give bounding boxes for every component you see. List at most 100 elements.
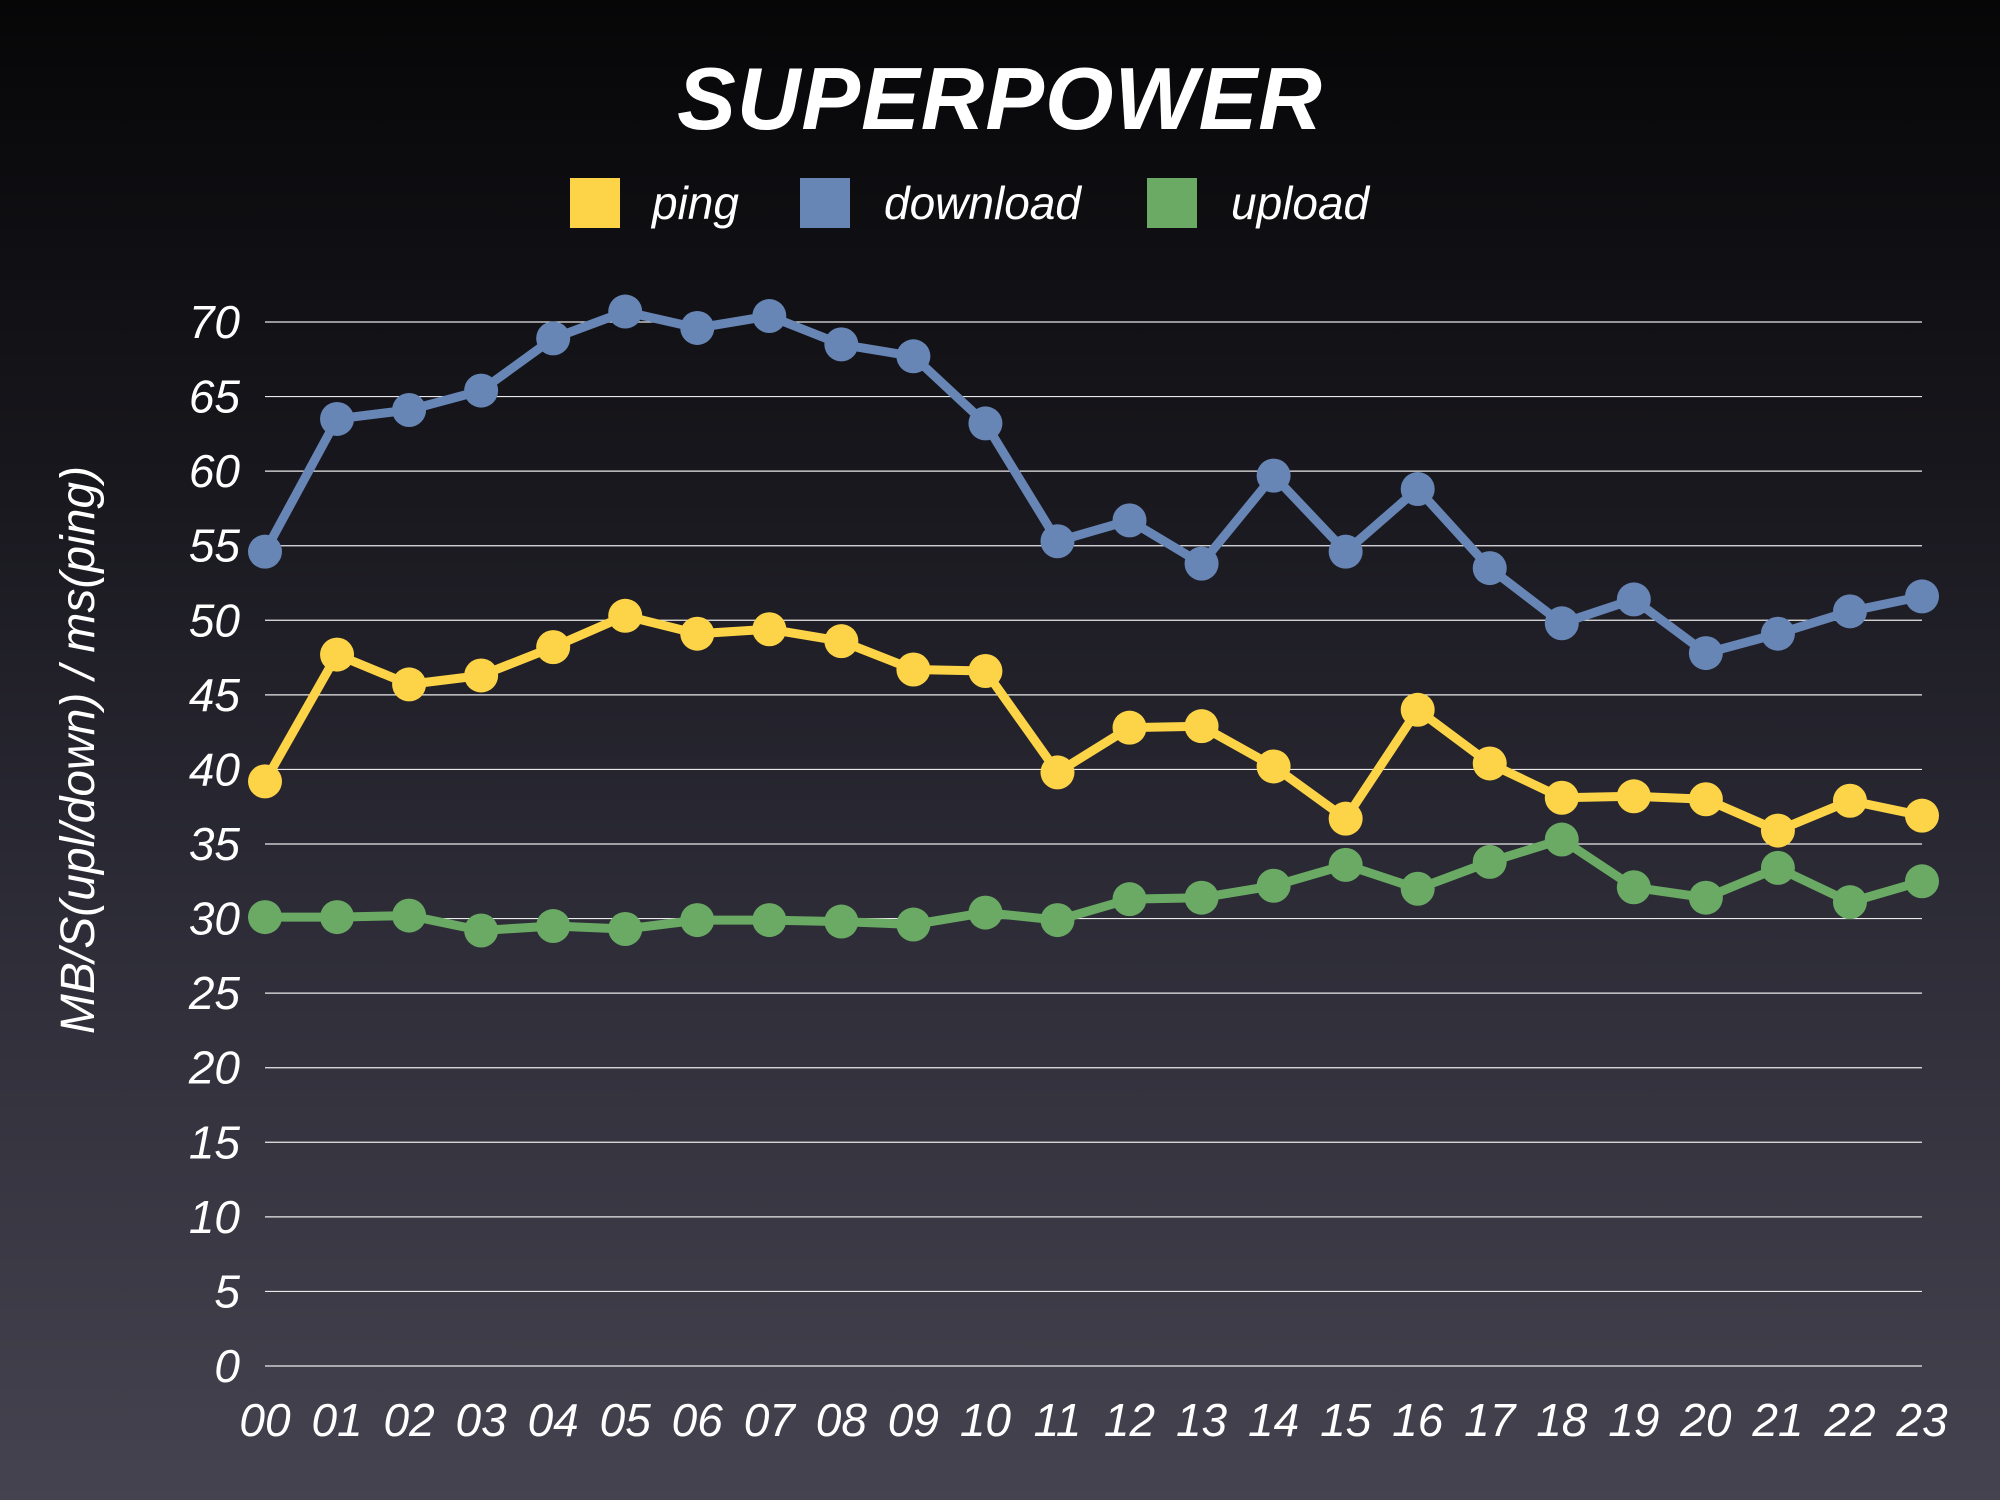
data-point-upload: [824, 904, 859, 939]
data-point-ping: [1616, 779, 1651, 814]
legend-label-ping: ping: [650, 177, 739, 229]
data-point-download: [1832, 594, 1867, 629]
data-point-ping: [1472, 746, 1507, 781]
data-point-download: [464, 373, 499, 408]
y-tick-label: 20: [188, 1042, 241, 1094]
data-point-upload: [1832, 885, 1867, 920]
data-point-ping: [1760, 813, 1795, 848]
data-point-ping: [1400, 692, 1435, 727]
data-point-upload: [1688, 880, 1723, 915]
y-axis-title: MB/S(upl/down) / ms(ping): [52, 466, 105, 1034]
data-point-download: [536, 321, 571, 356]
legend-swatch-download: [800, 178, 850, 228]
x-tick-label: 20: [1679, 1394, 1732, 1446]
y-tick-label: 30: [189, 893, 241, 945]
data-point-download: [1040, 524, 1075, 559]
x-tick-label: 05: [600, 1394, 652, 1446]
x-tick-label: 03: [456, 1394, 508, 1446]
data-point-ping: [680, 616, 715, 651]
data-point-upload: [1256, 868, 1291, 903]
x-tick-label: 07: [744, 1394, 797, 1446]
x-tick-label: 01: [311, 1394, 362, 1446]
data-point-ping: [320, 637, 355, 672]
x-axis-ticks: 00 01 02 03 04 05 06 07 08 09 10 11 12 13 14 15 16 17 18 19…: [239, 1394, 1948, 1446]
legend-label-upload: upload: [1231, 177, 1371, 229]
y-tick-label: 25: [188, 967, 241, 1019]
data-point-upload: [320, 900, 355, 935]
data-point-upload: [608, 912, 643, 947]
y-tick-label: 0: [214, 1340, 240, 1392]
data-point-download: [1688, 636, 1723, 671]
series-ping: [248, 598, 1939, 848]
x-tick-label: 02: [384, 1394, 435, 1446]
x-tick-label: 19: [1608, 1394, 1659, 1446]
legend-swatch-upload: [1147, 178, 1197, 228]
x-tick-label: 17: [1464, 1394, 1517, 1446]
series-upload: [248, 822, 1939, 948]
data-point-upload: [1905, 864, 1939, 899]
data-point-download: [1905, 579, 1939, 614]
x-tick-label: 10: [960, 1394, 1012, 1446]
x-tick-label: 06: [672, 1394, 724, 1446]
data-point-download: [1472, 551, 1507, 586]
data-point-ping: [1832, 783, 1867, 818]
x-tick-label: 14: [1248, 1394, 1299, 1446]
y-tick-label: 60: [189, 445, 241, 497]
data-point-download: [1328, 534, 1363, 569]
x-tick-label: 09: [888, 1394, 939, 1446]
series-group: [248, 294, 1939, 948]
data-point-upload: [1472, 844, 1507, 879]
data-point-upload: [1760, 850, 1795, 885]
data-point-upload: [536, 909, 571, 944]
legend: ping download upload: [570, 177, 1371, 229]
data-point-upload: [680, 903, 715, 938]
data-point-upload: [968, 895, 1003, 930]
data-point-upload: [896, 907, 931, 942]
data-point-ping: [896, 652, 931, 687]
data-point-upload: [1112, 882, 1147, 917]
legend-swatch-ping: [570, 178, 620, 228]
data-point-upload: [1544, 822, 1579, 857]
data-point-ping: [824, 624, 859, 659]
data-point-download: [608, 294, 643, 329]
data-point-upload: [1184, 880, 1219, 915]
data-point-upload: [1040, 903, 1075, 938]
data-point-download: [392, 392, 427, 427]
y-tick-label: 50: [189, 594, 241, 646]
x-tick-label: 23: [1895, 1394, 1948, 1446]
data-point-upload: [248, 900, 282, 935]
y-tick-label: 40: [189, 743, 241, 795]
y-tick-label: 65: [189, 371, 241, 423]
series-line-upload: [260, 835, 1927, 935]
data-point-ping: [1184, 709, 1219, 744]
data-point-ping: [392, 667, 427, 702]
x-tick-label: 21: [1751, 1394, 1803, 1446]
y-tick-label: 5: [214, 1265, 240, 1317]
data-point-upload: [1616, 870, 1651, 905]
x-tick-label: 22: [1823, 1394, 1875, 1446]
gridlines: [265, 321, 1922, 1367]
x-tick-label: 08: [816, 1394, 868, 1446]
series-line-ping: [260, 611, 1927, 836]
data-point-download: [1616, 582, 1651, 617]
data-point-download: [968, 406, 1003, 441]
chart-title: SUPERPOWER: [677, 49, 1323, 148]
x-tick-label: 13: [1176, 1394, 1228, 1446]
y-tick-label: 55: [189, 520, 241, 572]
data-point-download: [896, 339, 931, 374]
x-tick-label: 16: [1392, 1394, 1444, 1446]
data-point-download: [752, 299, 787, 334]
data-point-upload: [1328, 847, 1363, 882]
data-point-ping: [248, 764, 282, 799]
data-point-ping: [1328, 801, 1363, 836]
data-point-download: [1400, 472, 1435, 507]
data-point-ping: [608, 598, 643, 633]
y-tick-label: 15: [189, 1116, 241, 1168]
series-line-download: [260, 307, 1927, 658]
data-point-download: [248, 534, 282, 569]
y-axis-ticks: 0 5 10 15 20 25 30 35 40 45 50 55 60 65 70: [188, 296, 241, 1392]
x-tick-label: 15: [1320, 1394, 1372, 1446]
data-point-download: [680, 310, 715, 345]
data-point-ping: [968, 653, 1003, 688]
